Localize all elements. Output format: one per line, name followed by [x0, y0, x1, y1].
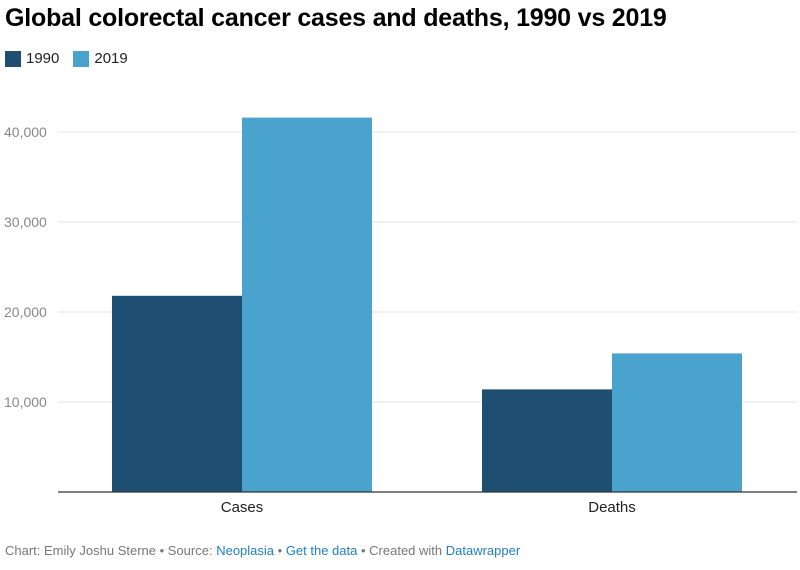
legend-swatch-2019: [73, 50, 90, 67]
y-tick-label: 10,000: [4, 394, 47, 410]
bar-deaths-1990: [482, 389, 612, 492]
y-tick-label: 20,000: [4, 304, 47, 320]
source-link[interactable]: Neoplasia: [216, 543, 275, 558]
chart-footer: Chart: Emily Joshu Sterne • Source: Neop…: [5, 543, 520, 558]
bar-cases-2019: [242, 117, 372, 492]
bar-cases-1990: [112, 295, 242, 492]
legend-label-1990: 1990: [26, 50, 60, 67]
legend-label-2019: 2019: [94, 50, 128, 67]
y-tick-label: 40,000: [4, 124, 47, 140]
footer-credit: Chart: Emily Joshu Sterne • Source:: [5, 543, 217, 558]
x-category-label: Deaths: [588, 499, 636, 516]
legend-item-1990: 1990: [5, 50, 59, 67]
x-category-label: Cases: [221, 499, 264, 516]
footer-separator: •: [274, 543, 286, 558]
legend-item-2019: 2019: [73, 50, 128, 67]
datawrapper-link[interactable]: Datawrapper: [445, 543, 521, 558]
get-data-link[interactable]: Get the data: [285, 543, 358, 558]
y-tick-label: 30,000: [4, 214, 47, 230]
footer-created-with: • Created with: [357, 543, 446, 558]
legend: 1990 2019: [5, 50, 142, 67]
chart-title: Global colorectal cancer cases and death…: [5, 4, 667, 32]
bar-deaths-2019: [612, 353, 742, 492]
legend-swatch-1990: [5, 50, 21, 67]
